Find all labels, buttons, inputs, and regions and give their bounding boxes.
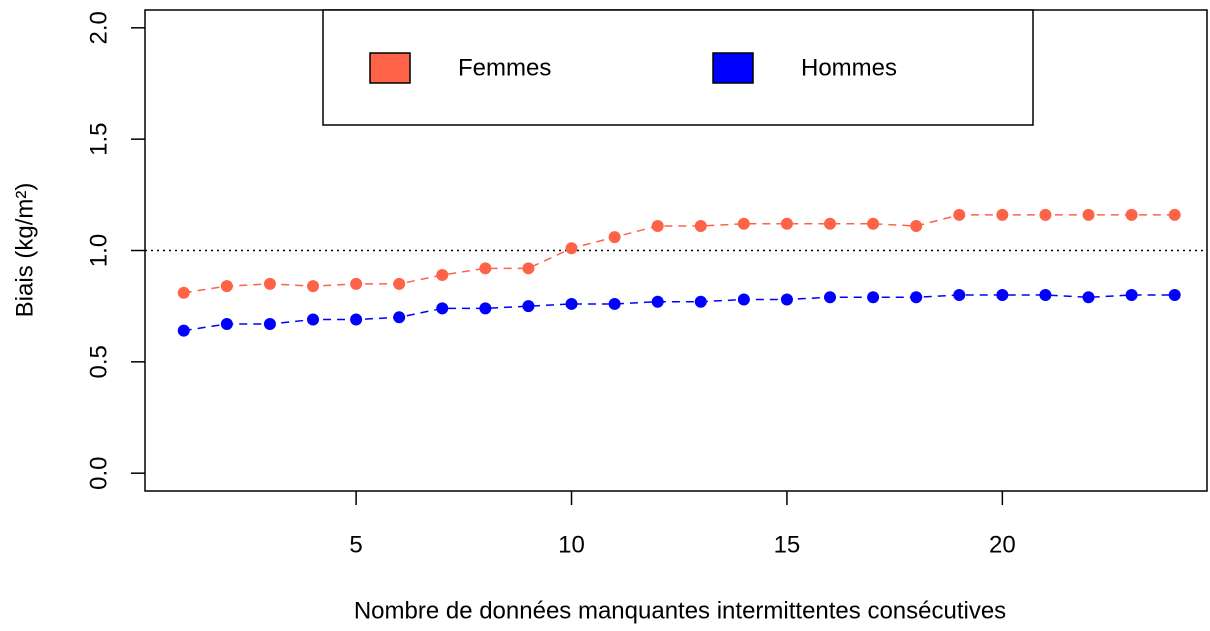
point bbox=[824, 217, 837, 230]
point bbox=[393, 311, 406, 324]
point bbox=[565, 297, 578, 310]
point bbox=[1082, 208, 1095, 221]
point bbox=[350, 277, 363, 290]
point bbox=[436, 302, 449, 315]
legend-label: Hommes bbox=[801, 54, 897, 81]
point bbox=[177, 286, 190, 299]
series-line bbox=[183, 214, 1175, 294]
x-tick-label: 20 bbox=[989, 531, 1016, 558]
point bbox=[220, 317, 233, 330]
point bbox=[1125, 208, 1138, 221]
y-tick-label: 0.0 bbox=[85, 456, 112, 489]
point bbox=[479, 302, 492, 315]
point bbox=[910, 291, 923, 304]
point bbox=[393, 277, 406, 290]
point bbox=[780, 217, 793, 230]
x-axis-label: Nombre de données manquantes intermitten… bbox=[354, 597, 1006, 624]
legend-label: Femmes bbox=[458, 54, 551, 81]
point bbox=[522, 262, 535, 275]
point bbox=[565, 242, 578, 255]
point bbox=[307, 280, 320, 293]
point bbox=[608, 231, 621, 244]
point bbox=[479, 262, 492, 275]
point bbox=[780, 293, 793, 306]
point bbox=[307, 313, 320, 326]
point bbox=[694, 220, 707, 233]
point bbox=[436, 268, 449, 281]
point bbox=[608, 297, 621, 310]
point bbox=[694, 295, 707, 308]
point bbox=[1039, 208, 1052, 221]
point bbox=[651, 295, 664, 308]
point bbox=[263, 277, 276, 290]
point bbox=[824, 291, 837, 304]
y-tick-label: 0.5 bbox=[85, 345, 112, 378]
point bbox=[177, 324, 190, 337]
point bbox=[1039, 289, 1052, 302]
legend-swatch bbox=[369, 52, 411, 84]
y-tick-label: 1.5 bbox=[85, 122, 112, 155]
point bbox=[350, 313, 363, 326]
point bbox=[1168, 208, 1181, 221]
point bbox=[953, 289, 966, 302]
point bbox=[867, 217, 880, 230]
point bbox=[220, 280, 233, 293]
series-line bbox=[183, 294, 1175, 332]
point bbox=[737, 293, 750, 306]
legend-swatch bbox=[712, 52, 754, 84]
point bbox=[910, 220, 923, 233]
y-axis-label: Biais (kg/m²) bbox=[11, 183, 38, 318]
point bbox=[263, 317, 276, 330]
point bbox=[1168, 289, 1181, 302]
point bbox=[1125, 289, 1138, 302]
point bbox=[953, 208, 966, 221]
point bbox=[996, 289, 1009, 302]
x-tick-label: 5 bbox=[349, 531, 362, 558]
legend-frame bbox=[322, 9, 1034, 126]
point bbox=[737, 217, 750, 230]
point bbox=[1082, 291, 1095, 304]
point bbox=[522, 300, 535, 313]
point bbox=[996, 208, 1009, 221]
y-tick-label: 1.0 bbox=[85, 234, 112, 267]
x-tick-label: 15 bbox=[774, 531, 801, 558]
y-tick-label: 2.0 bbox=[85, 11, 112, 44]
point bbox=[651, 220, 664, 233]
x-tick-label: 10 bbox=[558, 531, 585, 558]
point bbox=[867, 291, 880, 304]
